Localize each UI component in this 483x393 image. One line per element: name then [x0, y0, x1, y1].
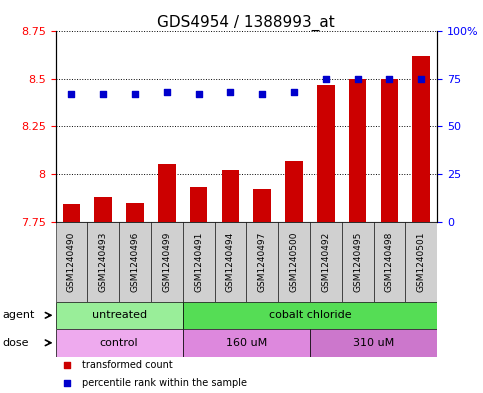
Bar — [63, 204, 80, 222]
Bar — [405, 222, 437, 301]
Point — [417, 76, 425, 82]
Bar — [222, 170, 239, 222]
Bar — [183, 329, 310, 356]
Title: GDS4954 / 1388993_at: GDS4954 / 1388993_at — [157, 15, 335, 31]
Bar — [349, 79, 367, 222]
Point — [63, 362, 71, 368]
Text: GSM1240494: GSM1240494 — [226, 231, 235, 292]
Bar — [56, 329, 183, 356]
Text: GSM1240492: GSM1240492 — [321, 231, 330, 292]
Text: GSM1240496: GSM1240496 — [130, 231, 140, 292]
Point — [99, 91, 107, 97]
Text: untreated: untreated — [92, 310, 147, 320]
Text: GSM1240501: GSM1240501 — [417, 231, 426, 292]
Bar — [183, 301, 437, 329]
Bar — [95, 197, 112, 222]
Bar — [56, 222, 87, 301]
Point — [322, 76, 330, 82]
Bar — [126, 202, 144, 222]
Bar — [310, 329, 437, 356]
Text: GSM1240500: GSM1240500 — [289, 231, 298, 292]
Text: dose: dose — [2, 338, 29, 348]
Bar — [246, 222, 278, 301]
Bar — [151, 222, 183, 301]
Text: control: control — [100, 338, 139, 348]
Text: cobalt chloride: cobalt chloride — [269, 310, 351, 320]
Text: GSM1240495: GSM1240495 — [353, 231, 362, 292]
Point — [290, 89, 298, 95]
Bar — [381, 79, 398, 222]
Text: 310 uM: 310 uM — [353, 338, 394, 348]
Point — [63, 379, 71, 386]
Text: GSM1240491: GSM1240491 — [194, 231, 203, 292]
Point — [354, 76, 361, 82]
Point — [258, 91, 266, 97]
Bar — [183, 222, 214, 301]
Text: GSM1240499: GSM1240499 — [162, 231, 171, 292]
Point — [68, 91, 75, 97]
Bar — [190, 187, 207, 222]
Text: GSM1240497: GSM1240497 — [258, 231, 267, 292]
Text: GSM1240490: GSM1240490 — [67, 231, 76, 292]
Bar — [214, 222, 246, 301]
Point — [163, 89, 170, 95]
Point — [131, 91, 139, 97]
Bar — [56, 301, 183, 329]
Point — [227, 89, 234, 95]
Point — [195, 91, 202, 97]
Text: transformed count: transformed count — [82, 360, 173, 370]
Text: agent: agent — [2, 310, 35, 320]
Bar — [254, 189, 271, 222]
Bar — [310, 222, 342, 301]
Text: percentile rank within the sample: percentile rank within the sample — [82, 378, 247, 387]
Point — [385, 76, 393, 82]
Bar — [87, 222, 119, 301]
Bar — [412, 56, 430, 222]
Bar — [119, 222, 151, 301]
Bar — [342, 222, 373, 301]
Bar — [285, 161, 303, 222]
Text: GSM1240493: GSM1240493 — [99, 231, 108, 292]
Bar — [317, 84, 335, 222]
Bar — [278, 222, 310, 301]
Text: GSM1240498: GSM1240498 — [385, 231, 394, 292]
Bar — [158, 165, 176, 222]
Text: 160 uM: 160 uM — [226, 338, 267, 348]
Bar — [373, 222, 405, 301]
